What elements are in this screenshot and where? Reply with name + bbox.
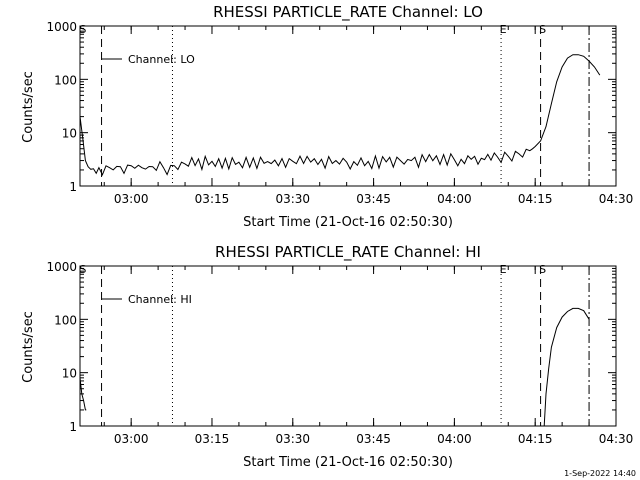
event-marker-label: S — [79, 23, 86, 36]
y-tick-label: 100 — [54, 313, 77, 327]
event-marker-label: S — [539, 23, 546, 36]
chart-title: RHESSI PARTICLE_RATE Channel: HI — [215, 243, 481, 262]
chart-panel-lo: RHESSI PARTICLE_RATE Channel: LO Start T… — [21, 3, 633, 230]
y-tick-label: 1000 — [46, 260, 77, 274]
y-axis-label: Counts/sec — [21, 311, 36, 383]
x-tick-label: 03:45 — [356, 432, 391, 446]
chart-title: RHESSI PARTICLE_RATE Channel: LO — [213, 3, 483, 22]
x-tick-label: 03:30 — [275, 192, 310, 206]
chart-panel-hi: RHESSI PARTICLE_RATE Channel: HI Start T… — [21, 243, 633, 470]
x-tick-label: 04:30 — [599, 192, 634, 206]
y-tick-label: 1 — [69, 180, 77, 194]
x-tick-label: 03:00 — [114, 192, 149, 206]
x-tick-label: 04:00 — [437, 432, 472, 446]
x-tick-label: 03:45 — [356, 192, 391, 206]
plot-frame — [79, 25, 617, 187]
event-marker-label: E — [500, 23, 507, 36]
y-tick-label: 1 — [69, 420, 77, 434]
legend-label: Channel: LO — [128, 53, 195, 66]
event-marker-label: S — [539, 263, 546, 276]
x-tick-label: 04:30 — [599, 432, 634, 446]
x-tick-label: 03:15 — [195, 192, 230, 206]
x-tick-label: 04:15 — [518, 432, 553, 446]
x-axis-label: Start Time (21-Oct-16 02:50:30) — [243, 215, 453, 230]
x-axis-label: Start Time (21-Oct-16 02:50:30) — [243, 455, 453, 470]
y-tick-label: 100 — [54, 73, 77, 87]
series-line — [79, 377, 87, 411]
series-line — [79, 54, 601, 177]
y-tick-label: 10 — [62, 367, 77, 381]
series-line — [543, 307, 590, 427]
y-tick-label: 1000 — [46, 20, 77, 34]
x-tick-label: 03:30 — [275, 432, 310, 446]
x-tick-label: 03:15 — [195, 432, 230, 446]
x-tick-label: 04:00 — [437, 192, 472, 206]
plot-frame — [79, 265, 617, 427]
x-tick-label: 04:15 — [518, 192, 553, 206]
y-tick-label: 10 — [62, 127, 77, 141]
x-tick-label: 03:00 — [114, 432, 149, 446]
event-marker-label: S — [79, 263, 86, 276]
event-marker-label: E — [500, 263, 507, 276]
footer-timestamp: 1-Sep-2022 14:40 — [564, 469, 636, 478]
y-axis-label: Counts/sec — [21, 71, 36, 143]
legend-label: Channel: HI — [128, 293, 192, 306]
